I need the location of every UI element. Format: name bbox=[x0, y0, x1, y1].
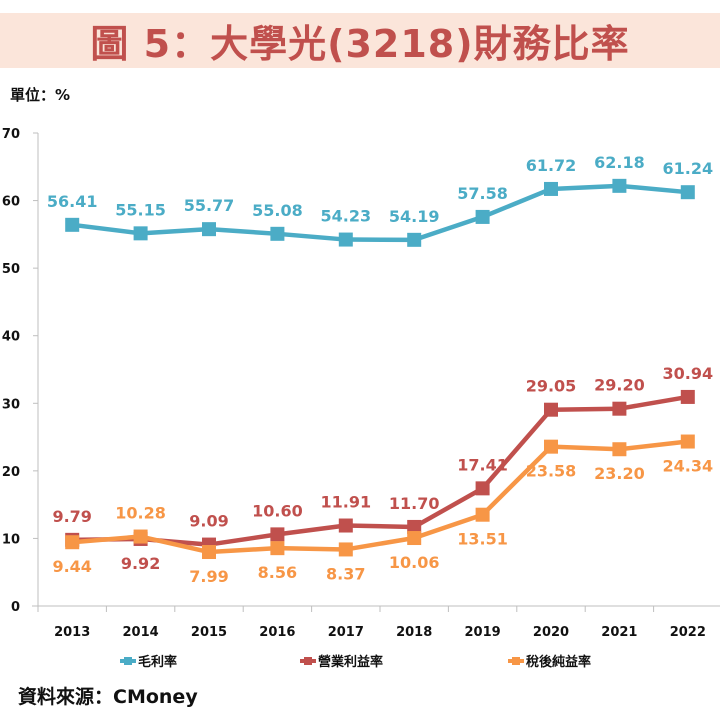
data-point-marker bbox=[202, 222, 216, 237]
data-label: 8.37 bbox=[326, 564, 365, 583]
data-point-marker bbox=[475, 481, 490, 496]
data-label: 29.20 bbox=[594, 376, 645, 395]
legend: 毛利率 營業利益率 稅後純益率 bbox=[120, 654, 591, 670]
x-tick-label: 2014 bbox=[123, 625, 159, 640]
data-point-marker bbox=[338, 542, 353, 557]
data-point-marker bbox=[680, 185, 695, 200]
data-point-marker bbox=[338, 232, 353, 247]
data-point-marker bbox=[407, 232, 422, 247]
y-tick-label: 60 bbox=[2, 195, 20, 210]
data-label: 11.70 bbox=[389, 494, 440, 513]
data-label: 8.56 bbox=[258, 563, 297, 582]
data-label: 24.34 bbox=[662, 457, 713, 476]
data-point-marker bbox=[407, 519, 422, 534]
x-tick-label: 2021 bbox=[601, 625, 637, 640]
data-label: 17.41 bbox=[457, 455, 508, 474]
data-point-marker bbox=[612, 442, 627, 457]
data-label: 55.15 bbox=[115, 200, 166, 219]
x-tick-label: 2016 bbox=[259, 625, 295, 640]
axes: 0 10 20 30 40 50 60 70 2013 2014 2015 2016 2017 2018 2… bbox=[2, 127, 720, 640]
data-label: 62.18 bbox=[594, 153, 645, 172]
x-tick-label: 2013 bbox=[54, 625, 90, 640]
x-tick-label: 2015 bbox=[191, 625, 227, 640]
data-point-marker bbox=[270, 527, 285, 542]
data-point-marker bbox=[612, 401, 627, 416]
x-tick-label: 2022 bbox=[670, 625, 706, 640]
data-point-marker bbox=[475, 209, 490, 224]
x-tick-label: 2019 bbox=[465, 625, 501, 640]
data-point-marker bbox=[338, 518, 353, 533]
y-tick-label: 0 bbox=[11, 600, 20, 615]
data-point-marker bbox=[202, 545, 216, 560]
legend-swatch-marker bbox=[512, 657, 520, 665]
data-label: 55.77 bbox=[184, 196, 235, 215]
data-point-marker bbox=[612, 178, 627, 193]
data-point-marker bbox=[407, 531, 422, 546]
legend-label: 稅後純益率 bbox=[526, 654, 591, 670]
data-label: 11.91 bbox=[320, 493, 371, 512]
legend-swatch-marker bbox=[124, 657, 132, 665]
x-tick-label: 2018 bbox=[396, 625, 432, 640]
data-label: 54.23 bbox=[320, 207, 371, 226]
data-label: 13.51 bbox=[457, 530, 508, 549]
data-point-marker bbox=[680, 434, 695, 449]
data-label: 54.19 bbox=[389, 207, 440, 226]
data-label: 9.92 bbox=[121, 554, 160, 573]
data-point-marker bbox=[270, 541, 285, 556]
y-tick-label: 10 bbox=[2, 532, 20, 547]
data-point-marker bbox=[544, 181, 558, 196]
series-layer bbox=[65, 178, 695, 560]
data-point-marker bbox=[544, 402, 558, 417]
legend-label: 營業利益率 bbox=[318, 654, 383, 670]
data-label: 9.79 bbox=[52, 507, 91, 526]
data-point-marker bbox=[65, 217, 80, 232]
data-label: 61.72 bbox=[526, 156, 577, 175]
data-label: 10.06 bbox=[389, 553, 440, 572]
x-tick-label: 2017 bbox=[328, 625, 364, 640]
data-point-marker bbox=[270, 226, 285, 241]
data-point-marker bbox=[133, 226, 148, 241]
chart-title: 圖 5：大學光(3218)財務比率 bbox=[90, 22, 630, 66]
title-banner: 圖 5：大學光(3218)財務比率 bbox=[0, 13, 720, 68]
data-label: 9.44 bbox=[52, 557, 91, 576]
data-label: 57.58 bbox=[457, 184, 508, 203]
data-label: 29.05 bbox=[526, 377, 577, 396]
series-line-3 bbox=[72, 439, 689, 555]
y-tick-label: 20 bbox=[2, 465, 20, 480]
y-tick-label: 50 bbox=[2, 262, 20, 277]
data-point-marker bbox=[544, 439, 558, 454]
legend-label: 毛利率 bbox=[138, 654, 177, 670]
series-line-2 bbox=[72, 394, 689, 547]
data-labels-layer: 56.41 55.15 55.77 55.08 54.23 54.19 57.58 61.72… bbox=[47, 153, 713, 586]
data-label: 7.99 bbox=[189, 567, 228, 586]
y-tick-label: 70 bbox=[2, 127, 20, 142]
legend-swatch-marker bbox=[304, 657, 312, 665]
data-point-marker bbox=[475, 507, 490, 522]
data-label: 61.24 bbox=[662, 159, 713, 178]
data-label: 23.58 bbox=[526, 462, 577, 481]
data-point-marker bbox=[133, 529, 148, 544]
data-point-marker bbox=[65, 535, 80, 550]
data-label: 10.28 bbox=[115, 504, 166, 523]
y-tick-label: 40 bbox=[2, 330, 20, 345]
x-tick-label: 2020 bbox=[533, 625, 569, 640]
unit-label: 單位：% bbox=[10, 86, 71, 104]
y-tick-label: 30 bbox=[2, 397, 20, 412]
data-label: 9.09 bbox=[189, 512, 228, 531]
data-label: 30.94 bbox=[662, 364, 713, 383]
data-label: 56.41 bbox=[47, 192, 98, 211]
data-label: 55.08 bbox=[252, 201, 303, 220]
series-line-1 bbox=[71, 183, 689, 243]
source-label: 資料來源：CMoney bbox=[18, 686, 198, 708]
data-label: 10.60 bbox=[252, 501, 303, 520]
data-point-marker bbox=[680, 389, 695, 404]
data-label: 23.20 bbox=[594, 464, 645, 483]
